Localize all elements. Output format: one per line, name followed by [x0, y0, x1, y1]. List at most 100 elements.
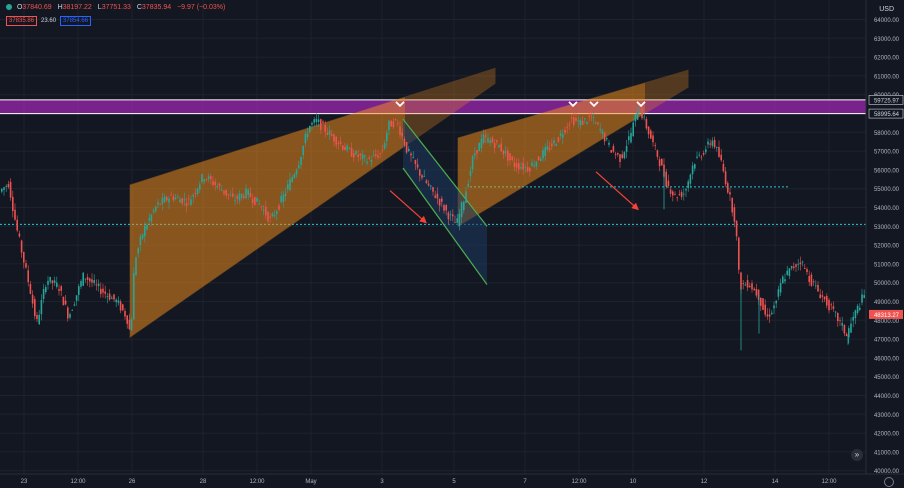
- candle-body: [456, 218, 458, 223]
- channel-fill: [403, 119, 487, 285]
- candle-body: [764, 304, 766, 315]
- candle-body: [75, 295, 78, 301]
- candle-body: [62, 296, 65, 306]
- candle-body: [133, 273, 135, 320]
- candle-body: [78, 286, 80, 295]
- candle-body: [397, 123, 399, 124]
- candle-body: [359, 153, 362, 156]
- candle-body: [377, 155, 379, 158]
- candle-body: [47, 280, 49, 285]
- candle-body: [522, 162, 524, 170]
- candle-body: [718, 147, 720, 157]
- candle-body: [388, 120, 390, 131]
- candle-body: [306, 133, 309, 138]
- candle-body: [623, 152, 626, 159]
- candle-body: [553, 140, 555, 144]
- candle-body: [720, 154, 722, 161]
- time-tick-label: 12: [701, 479, 708, 485]
- candle-body: [108, 293, 111, 300]
- candle-body: [773, 305, 775, 309]
- price-tick-label: 62000.00: [874, 56, 900, 62]
- candle-body: [793, 266, 795, 268]
- candle-body: [509, 153, 511, 161]
- candle-body: [135, 257, 137, 275]
- candle-body: [535, 161, 538, 167]
- candle-body: [144, 225, 146, 237]
- candle-body: [518, 163, 520, 170]
- candle-body: [335, 136, 337, 145]
- open-value: 37840.69: [22, 4, 52, 11]
- candle-body: [69, 314, 71, 318]
- candle-body: [694, 164, 696, 169]
- candle-body: [557, 137, 560, 142]
- candle-body: [641, 108, 643, 119]
- candle-body: [447, 212, 450, 220]
- candle-body: [777, 289, 780, 297]
- candle-body: [111, 297, 113, 299]
- candle-body: [449, 214, 452, 216]
- candle-body: [817, 284, 819, 292]
- sell-button[interactable]: 37835.86: [6, 16, 38, 26]
- candle-body: [265, 206, 267, 216]
- candle-body: [555, 144, 557, 146]
- candle-body: [542, 150, 544, 159]
- price-tick-label: 61000.00: [874, 74, 900, 80]
- currency-label[interactable]: USD: [879, 6, 894, 13]
- candle-body: [45, 287, 47, 293]
- candle-body: [401, 132, 403, 137]
- candle-body: [672, 191, 674, 196]
- candle-body: [16, 219, 18, 231]
- change-value: −9.97 (−0.03%): [177, 4, 226, 11]
- candle-body: [504, 151, 507, 154]
- candle-body: [460, 202, 463, 218]
- candle-body: [564, 130, 566, 133]
- candle-body: [724, 171, 727, 185]
- candle-body: [311, 122, 313, 125]
- price-tick-label: 49000.00: [874, 300, 900, 306]
- candle-body: [738, 237, 740, 270]
- candle-body: [636, 112, 639, 120]
- top-marker: [395, 101, 405, 108]
- candle-body: [476, 150, 478, 154]
- candle-body: [612, 145, 615, 152]
- candle-body: [733, 207, 736, 222]
- candle-body: [414, 159, 417, 165]
- chart-settings-icon[interactable]: [884, 477, 894, 487]
- buy-button[interactable]: 37854.66: [60, 16, 92, 26]
- candle-body: [667, 180, 670, 186]
- candle-body: [408, 149, 410, 152]
- candle-body: [823, 296, 826, 300]
- candle-body: [540, 158, 542, 162]
- candle-body: [628, 136, 630, 141]
- close-label: C: [136, 4, 142, 11]
- time-tick-label: May: [305, 479, 316, 485]
- candle-body: [570, 117, 573, 119]
- time-tick-label: 12:00: [821, 479, 837, 485]
- candle-body: [702, 152, 705, 155]
- channel-lower-line: [402, 167, 488, 285]
- candle-body: [247, 189, 249, 195]
- candle-body: [405, 142, 408, 153]
- candle-body: [742, 283, 744, 285]
- candle-body: [410, 153, 412, 156]
- candle-body: [1, 188, 3, 192]
- candle-body: [625, 146, 628, 152]
- candle-body: [157, 202, 159, 205]
- candle-body: [425, 180, 428, 183]
- price-tick-label: 57000.00: [874, 150, 900, 156]
- candle-body: [218, 183, 221, 186]
- candle-body: [258, 203, 260, 205]
- candle-body: [606, 138, 608, 140]
- candle-body: [762, 298, 764, 310]
- candle-body: [333, 134, 335, 142]
- time-tick-label: 5: [452, 479, 456, 485]
- candle-body: [526, 167, 529, 172]
- candle-body: [212, 181, 214, 185]
- candle-body: [722, 163, 725, 172]
- candle-body: [23, 252, 25, 263]
- candle-body: [104, 291, 106, 294]
- candle-body: [155, 206, 157, 211]
- candle-body: [276, 211, 278, 215]
- scroll-to-realtime-icon[interactable]: »: [851, 449, 863, 461]
